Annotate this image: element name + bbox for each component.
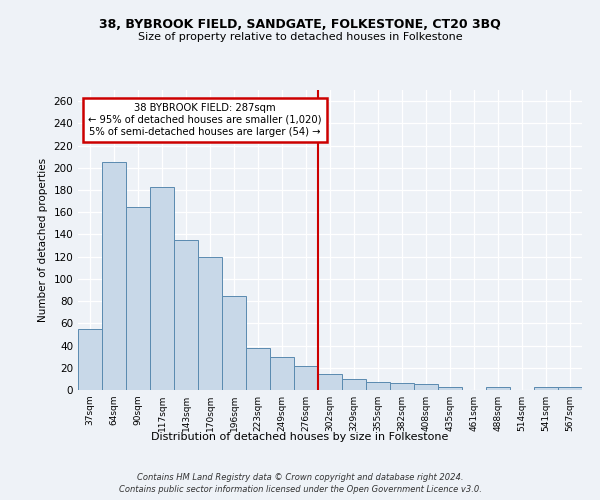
Bar — [150, 186, 174, 390]
Text: Size of property relative to detached houses in Folkestone: Size of property relative to detached ho… — [137, 32, 463, 42]
Bar — [294, 366, 318, 390]
Bar — [438, 386, 462, 390]
Bar — [246, 348, 270, 390]
Bar — [486, 386, 510, 390]
Y-axis label: Number of detached properties: Number of detached properties — [38, 158, 48, 322]
Bar — [366, 382, 390, 390]
Text: Distribution of detached houses by size in Folkestone: Distribution of detached houses by size … — [151, 432, 449, 442]
Bar — [174, 240, 198, 390]
Bar — [126, 206, 150, 390]
Bar — [414, 384, 438, 390]
Bar — [102, 162, 126, 390]
Bar — [318, 374, 342, 390]
Bar — [270, 356, 294, 390]
Bar — [78, 329, 102, 390]
Bar — [198, 256, 222, 390]
Bar — [534, 386, 558, 390]
Bar — [558, 386, 582, 390]
Text: 38 BYBROOK FIELD: 287sqm
← 95% of detached houses are smaller (1,020)
5% of semi: 38 BYBROOK FIELD: 287sqm ← 95% of detach… — [88, 104, 322, 136]
Text: 38, BYBROOK FIELD, SANDGATE, FOLKESTONE, CT20 3BQ: 38, BYBROOK FIELD, SANDGATE, FOLKESTONE,… — [99, 18, 501, 30]
Text: Contains public sector information licensed under the Open Government Licence v3: Contains public sector information licen… — [119, 485, 481, 494]
Bar — [222, 296, 246, 390]
Text: Contains HM Land Registry data © Crown copyright and database right 2024.: Contains HM Land Registry data © Crown c… — [137, 472, 463, 482]
Bar — [342, 379, 366, 390]
Bar — [390, 384, 414, 390]
